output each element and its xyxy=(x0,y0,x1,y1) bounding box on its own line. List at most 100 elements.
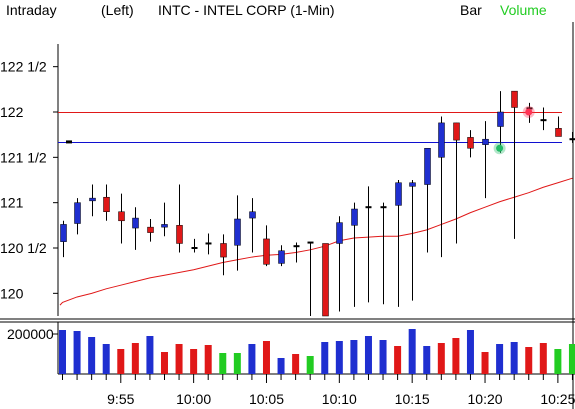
volume-layer xyxy=(59,329,575,374)
candle xyxy=(191,238,198,253)
price-tick-label: 121 1/2 xyxy=(0,149,47,165)
volume-bar xyxy=(160,352,168,374)
candle xyxy=(263,225,270,267)
volume-bar xyxy=(117,349,125,374)
mode-label[interactable]: Intraday xyxy=(6,2,57,18)
volume-tick-label: 200000 xyxy=(7,326,54,342)
candle xyxy=(60,220,67,258)
volume-bar xyxy=(364,336,372,374)
candle xyxy=(89,184,96,217)
candle-body xyxy=(263,238,270,265)
candle-body xyxy=(453,122,460,141)
candle-body xyxy=(161,224,168,228)
period-label[interactable]: (Left) xyxy=(101,2,134,18)
level-layer xyxy=(58,112,562,144)
volume-bar xyxy=(233,353,241,374)
candle xyxy=(249,198,256,253)
level-start-marker xyxy=(66,140,72,144)
candle-body xyxy=(438,122,445,158)
candle xyxy=(322,243,329,317)
candle xyxy=(351,202,358,307)
volume-bar xyxy=(102,344,110,374)
candle xyxy=(176,184,183,253)
volume-bar xyxy=(481,352,489,374)
candle xyxy=(438,116,445,258)
candle-body xyxy=(89,197,96,202)
candle xyxy=(467,130,474,158)
candle-body xyxy=(132,217,139,229)
candle xyxy=(395,180,402,307)
marker-layer xyxy=(493,106,535,155)
candle xyxy=(511,90,518,239)
time-tick-label: 10:05 xyxy=(249,391,284,407)
volume-bar xyxy=(394,346,402,374)
candle-body xyxy=(60,224,67,242)
volume-label[interactable]: Volume xyxy=(500,2,547,18)
candle-layer xyxy=(60,90,575,317)
candle xyxy=(118,193,125,244)
moving-average-layer xyxy=(59,177,573,306)
candle xyxy=(336,216,343,312)
volume-bar xyxy=(248,344,256,374)
volume-bar xyxy=(306,356,314,374)
volume-bar xyxy=(204,345,212,374)
time-tick-label: 10:10 xyxy=(322,391,357,407)
candle-body xyxy=(497,111,504,127)
volume-bar xyxy=(379,340,387,374)
candle-body xyxy=(424,148,431,185)
volume-bar xyxy=(437,343,445,374)
volume-bar xyxy=(335,341,343,374)
candle xyxy=(293,242,300,263)
candle xyxy=(205,233,212,255)
volume-bar xyxy=(321,342,329,374)
candle-body xyxy=(147,226,154,233)
volume-bar xyxy=(277,358,285,374)
candle-body xyxy=(555,128,562,137)
candle-body xyxy=(103,196,110,212)
candle-body xyxy=(336,222,343,244)
volume-bar xyxy=(146,336,154,374)
candle xyxy=(147,218,154,242)
price-tick-label: 120 xyxy=(0,285,24,301)
volume-bar xyxy=(190,349,198,374)
time-tick-label: 10:15 xyxy=(395,391,430,407)
volume-bar xyxy=(408,329,416,374)
candle xyxy=(453,122,460,244)
candle-body xyxy=(249,211,256,219)
price-tick-label: 121 xyxy=(0,195,24,211)
candle-body xyxy=(467,137,474,149)
time-tick-label: 10:25 xyxy=(540,391,575,407)
volume-bar xyxy=(452,338,460,374)
time-tick-label: 10:20 xyxy=(468,391,503,407)
volume-bar xyxy=(496,344,504,374)
volume-bar xyxy=(88,337,96,374)
volume-bar xyxy=(175,344,183,374)
volume-bar xyxy=(539,343,547,374)
volume-bar xyxy=(568,344,575,374)
moving-average-line xyxy=(59,177,573,306)
price-tick-label: 120 1/2 xyxy=(0,240,47,256)
candle xyxy=(132,207,139,250)
volume-bar xyxy=(59,330,66,374)
green-signal-marker xyxy=(496,144,504,152)
candle xyxy=(482,121,489,199)
volume-bar xyxy=(525,347,533,374)
candle-body xyxy=(118,211,125,222)
candle xyxy=(540,107,547,131)
bar-style-label[interactable]: Bar xyxy=(460,2,482,18)
candle-body xyxy=(322,243,329,317)
candle xyxy=(278,245,285,267)
candle-body xyxy=(234,218,241,246)
volume-bar xyxy=(262,341,270,374)
candle xyxy=(555,116,562,137)
candle xyxy=(497,91,504,153)
volume-bar xyxy=(292,354,300,374)
volume-bar xyxy=(73,331,81,374)
axis-layer: 120 120 1/2 121 121 1/2 122 122 1/2 200000 9:55… xyxy=(0,59,575,407)
volume-bar xyxy=(466,330,474,374)
candle xyxy=(380,202,387,305)
symbol-title: INTC - INTEL CORP (1-Min) xyxy=(158,2,335,18)
candle-body xyxy=(482,138,489,145)
candle xyxy=(424,148,431,253)
